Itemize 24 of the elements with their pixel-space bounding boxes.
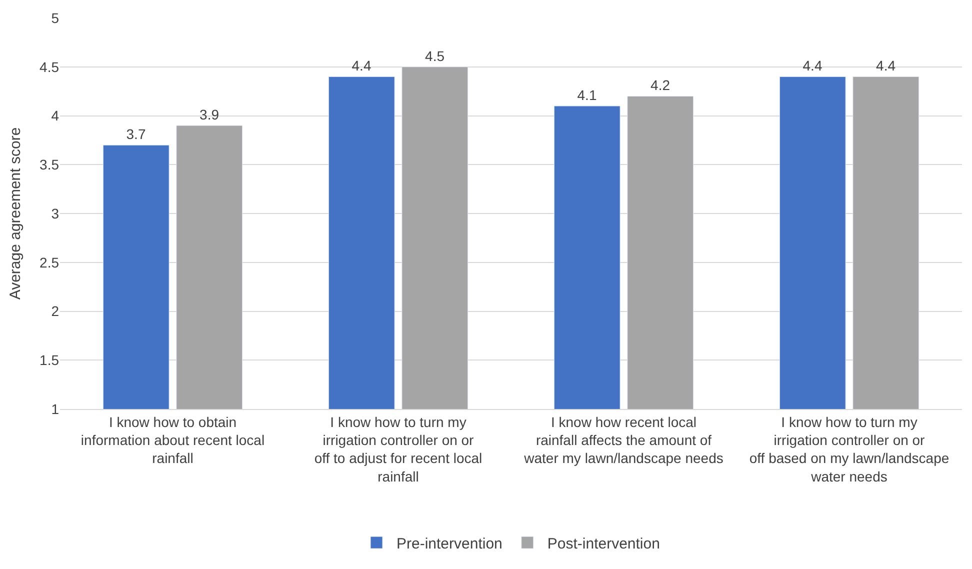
y-tick-label: 4: [51, 108, 60, 124]
y-axis-title: Average agreement score: [6, 127, 24, 300]
x-tick-label: I know how to turn my irrigation controller on or off to adjust for recent local rainfall: [314, 414, 482, 484]
y-tick-label: 5: [51, 10, 60, 26]
legend-label: Pre-intervention: [396, 535, 502, 552]
data-label: 4.4: [876, 58, 896, 74]
y-tick-label: 1: [51, 400, 60, 417]
y-tick-label: 1.5: [40, 352, 60, 368]
data-label: 4.5: [425, 48, 445, 64]
x-tick-label: I know how to turn my irrigation controller on or off based on my lawn/landscape water needs: [749, 414, 950, 484]
x-tick-label: I know how to obtain information about recent local rainfall: [80, 414, 265, 466]
data-label: 3.7: [126, 126, 146, 142]
y-tick-label: 3: [51, 205, 60, 222]
y-tick-label: 3.5: [40, 156, 60, 173]
legend-label: Post-intervention: [547, 535, 660, 552]
y-tick-label: 4.5: [40, 58, 60, 75]
y-tick-label: 2.5: [40, 254, 60, 270]
data-label: 4.4: [352, 58, 372, 74]
y-tick-label: 2: [51, 303, 60, 320]
data-label: 4.2: [650, 77, 670, 94]
data-label: 4.1: [577, 86, 597, 103]
data-label: 3.9: [200, 106, 220, 123]
x-tick-label: I know how recent local rainfall affects the amount of water my lawn/landscape needs: [523, 414, 724, 466]
data-label: 4.4: [802, 58, 822, 74]
